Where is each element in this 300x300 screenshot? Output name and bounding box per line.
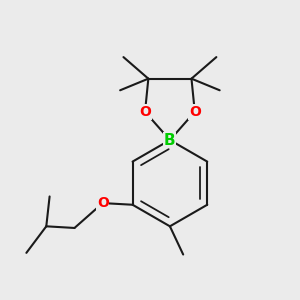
Text: O: O bbox=[139, 105, 151, 119]
Text: O: O bbox=[189, 105, 201, 119]
Text: B: B bbox=[164, 133, 176, 148]
Text: O: O bbox=[97, 196, 109, 210]
